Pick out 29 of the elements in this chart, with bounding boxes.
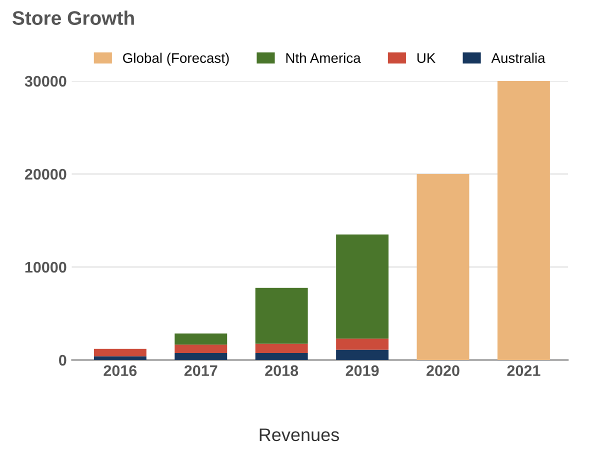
y-tick-label: 30000 — [24, 76, 66, 87]
x-tick-label: 2019 — [346, 365, 379, 376]
legend-label: Global (Forecast) — [123, 52, 229, 66]
bar — [255, 288, 308, 344]
bar — [336, 234, 389, 339]
bar — [255, 353, 308, 360]
bar — [336, 350, 389, 360]
bar — [497, 81, 550, 360]
bar — [94, 356, 146, 360]
x-tick-label: 2018 — [265, 365, 298, 376]
bar — [416, 174, 470, 360]
bar — [255, 344, 308, 354]
y-tick-label: 0 — [59, 354, 66, 366]
x-tick-label: 2020 — [426, 365, 460, 376]
bar — [174, 344, 228, 354]
x-tick-label: 2017 — [184, 365, 218, 376]
x-tick-label: 2021 — [507, 365, 540, 376]
y-tick-label: 20000 — [24, 168, 66, 180]
bar — [336, 338, 389, 350]
text: Revenues — [260, 428, 339, 442]
legend-label: Nth America — [286, 52, 361, 63]
y-tick-label: 10000 — [25, 262, 66, 273]
legend-label: UK — [417, 53, 436, 63]
bar — [174, 333, 228, 345]
chart-title: Store Growth — [12, 10, 134, 25]
legend-label: Australia — [491, 52, 546, 63]
bar — [174, 353, 228, 360]
x-tick-label: 2016 — [104, 365, 137, 376]
bar — [94, 348, 146, 356]
